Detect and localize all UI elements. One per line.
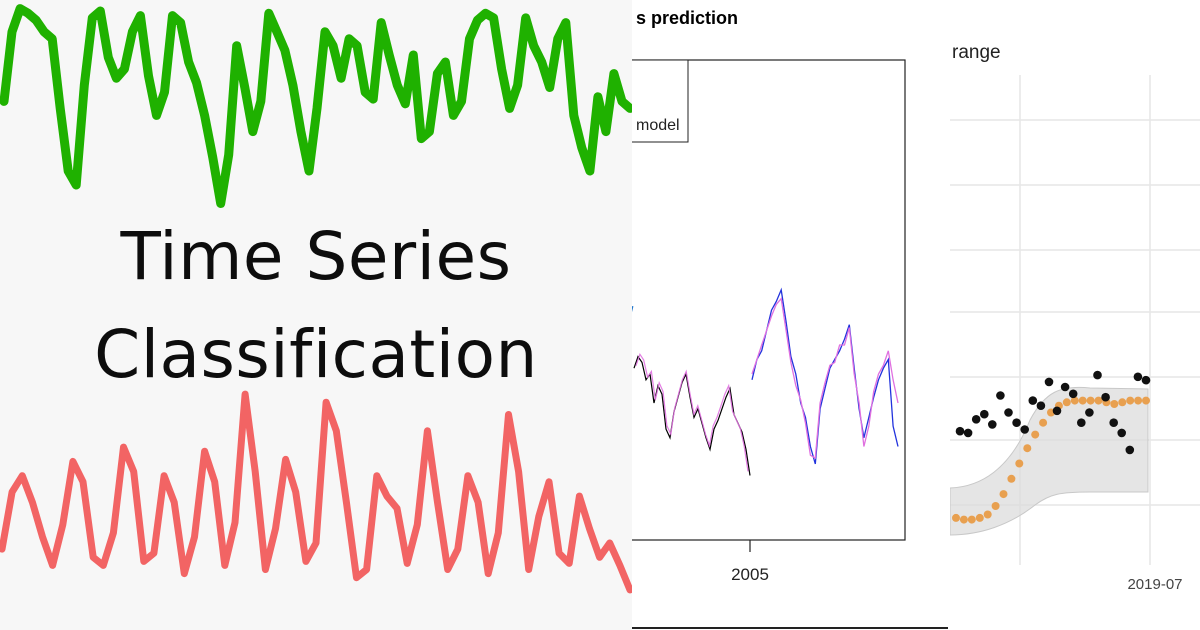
fitted-point — [1118, 398, 1127, 407]
observed-point — [955, 426, 965, 436]
prediction-chart: model 2005 — [632, 59, 948, 629]
fitted-point — [1007, 474, 1016, 483]
fitted-point — [1134, 396, 1143, 405]
fitted-point — [1094, 396, 1103, 405]
red-series-line — [0, 390, 632, 594]
observed-point — [1101, 392, 1110, 402]
observed-point — [971, 415, 981, 424]
observed-point — [980, 409, 989, 419]
fitted-point — [1086, 396, 1095, 405]
actual-series-line — [751, 287, 899, 465]
observed-point — [963, 428, 973, 438]
prediction-chart-panel: model 2005 s prediction — [632, 0, 950, 630]
forecast-range-panel: 2019-07 range — [950, 0, 1200, 630]
forecast-chart: 2019-07 — [950, 75, 1200, 593]
plot-frame — [632, 59, 906, 541]
observed-point — [1020, 425, 1029, 434]
green-series-line — [0, 4, 632, 208]
fitted-point — [999, 490, 1008, 499]
fitted-point — [1062, 398, 1071, 407]
fitted-point — [1142, 396, 1150, 405]
observed-point — [988, 420, 997, 429]
fitted-point — [991, 502, 1000, 510]
fitted-point — [967, 515, 976, 524]
fitted-point — [1039, 418, 1048, 427]
fitted-point — [983, 510, 992, 519]
headline-line-2: Classification — [94, 316, 538, 393]
model-series-line-right — [751, 297, 899, 460]
fitted-point — [1110, 400, 1119, 408]
observed-point — [1133, 372, 1143, 382]
legend-entry: model — [636, 117, 680, 134]
fitted-point — [1023, 444, 1032, 453]
chart-title: s prediction — [636, 8, 739, 28]
chart-title: range — [952, 42, 1001, 63]
observed-point — [1125, 445, 1135, 455]
points-layer — [952, 370, 1151, 524]
observed-point — [1060, 382, 1070, 392]
x-tick-label: 2019-07 — [1127, 576, 1182, 593]
fitted-point — [959, 515, 968, 524]
model-series-line-left — [635, 352, 749, 472]
fitted-point — [952, 513, 960, 522]
fitted-point — [975, 513, 984, 522]
waveform-canvas — [0, 4, 632, 594]
observed-point — [1028, 396, 1038, 405]
observed-point — [1109, 418, 1118, 428]
observed-point — [996, 391, 1005, 400]
observed-point — [1012, 418, 1021, 428]
observed-point — [1044, 377, 1054, 387]
fitted-point — [1031, 430, 1040, 439]
x-tick-label: 2005 — [731, 565, 769, 584]
cover-panel: Time Series Classification — [0, 4, 632, 594]
headline-line-1: Time Series — [120, 218, 512, 295]
fitted-point — [1078, 396, 1087, 405]
fitted-point — [1015, 459, 1024, 468]
observed-point — [1141, 375, 1151, 385]
fitted-point — [1126, 396, 1135, 405]
observed-point — [1068, 389, 1078, 399]
fitted-point — [1070, 396, 1079, 405]
observed-point — [1117, 428, 1126, 438]
observed-point — [1036, 401, 1046, 411]
confidence-band — [950, 386, 1149, 536]
observed-point — [1085, 408, 1094, 417]
legend-box — [632, 59, 689, 143]
observed-point — [1077, 418, 1086, 428]
observed-point — [1004, 408, 1013, 417]
observed-point — [1093, 370, 1102, 380]
observed-point — [1052, 406, 1062, 416]
